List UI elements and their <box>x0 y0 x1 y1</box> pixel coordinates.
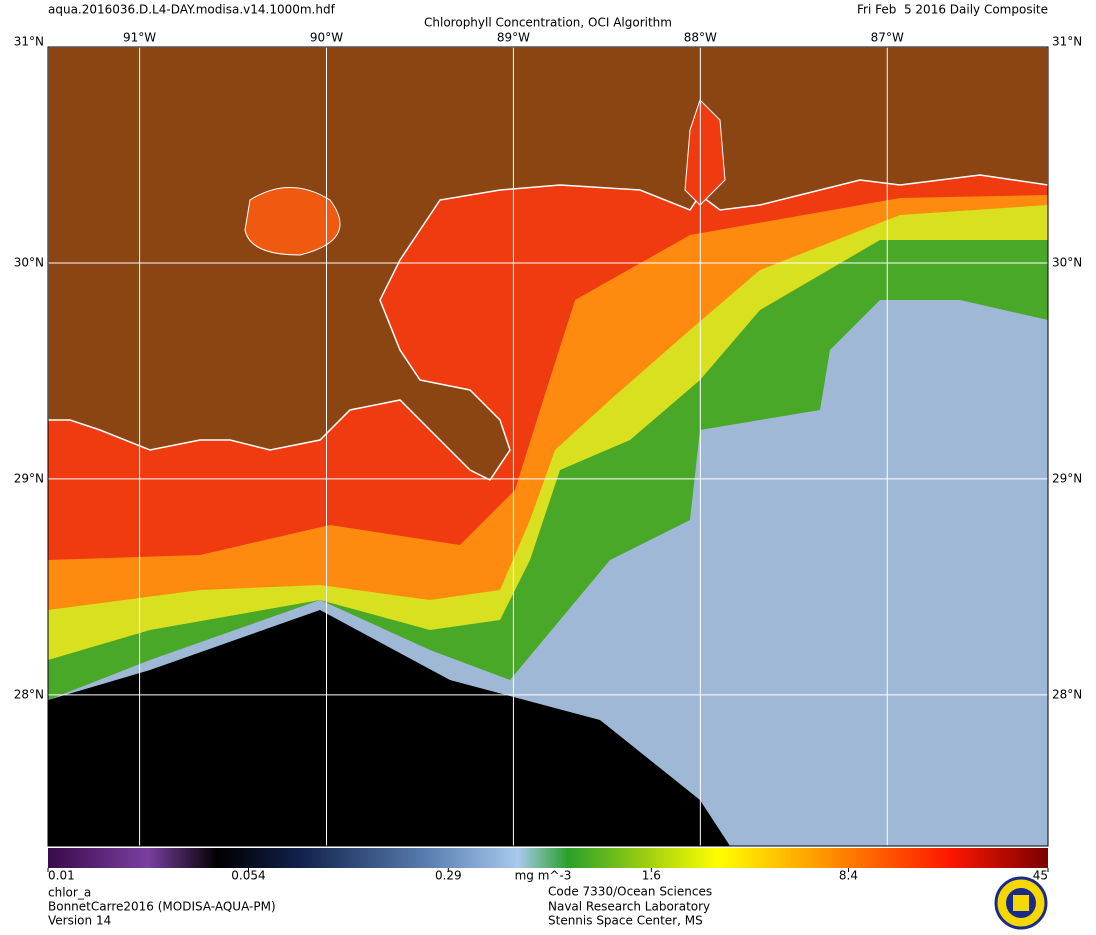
colorbar-tick-label: 0.054 <box>231 869 265 883</box>
colorbar-tick-label: 8.4 <box>839 869 858 883</box>
colorbar <box>48 848 1048 868</box>
lon-label: 88°W <box>684 31 717 45</box>
date: Fri Feb 5 2016 Daily Composite <box>857 3 1048 17</box>
lon-label: 90°W <box>310 31 343 45</box>
lon-label: 91°W <box>123 31 156 45</box>
lat-label: 28°N <box>1052 687 1082 701</box>
lat-label: 28°N <box>14 687 44 701</box>
no-data <box>48 610 730 846</box>
map-title: Chlorophyll Concentration, OCI Algorithm <box>424 16 672 30</box>
lat-label: 31°N <box>1052 35 1082 49</box>
colorbar-tick-label: 1.6 <box>642 869 661 883</box>
colorbar-tick-label: 0.29 <box>435 869 462 883</box>
graticule: 91°W 90°W 89°W 88°W 87°W 31°N 31°N 30°N 30°N 29°N… <box>14 31 1082 846</box>
colorbar-tick-label: 0.01 <box>48 869 75 883</box>
lat-label: 29°N <box>14 471 44 485</box>
land <box>48 47 1048 481</box>
lat-label: 29°N <box>1052 471 1082 485</box>
lat-label: 30°N <box>14 255 44 269</box>
file-name: aqua.2016036.D.L4-DAY.modisa.v14.1000m.h… <box>48 3 336 17</box>
lat-label: 31°N <box>14 35 44 49</box>
footer-text: BonnetCarre2016 (MODISA-AQUA-PM) <box>48 900 276 914</box>
lake <box>244 187 341 256</box>
footer-text: Code 7330/Ocean Sciences <box>548 885 712 899</box>
map-frame <box>47 46 1049 847</box>
imagery <box>48 47 1048 846</box>
logo <box>994 876 1048 930</box>
lat-label: 30°N <box>1052 255 1082 269</box>
footer-text: Version 14 <box>48 914 111 928</box>
colorbar-ticks: 0.01 0.054 0.29 1.6 8.4 45 <box>47 868 1049 883</box>
colorbar-tick-label: 45 <box>1033 869 1048 883</box>
footer-text: Stennis Space Center, MS <box>548 914 703 928</box>
colorbar-unit: mg m^-3 <box>515 869 572 883</box>
footer-text: Naval Research Laboratory <box>548 900 710 914</box>
lon-label: 87°W <box>871 31 904 45</box>
footer-text: chlor_a <box>48 886 91 900</box>
lon-label: 89°W <box>497 31 530 45</box>
